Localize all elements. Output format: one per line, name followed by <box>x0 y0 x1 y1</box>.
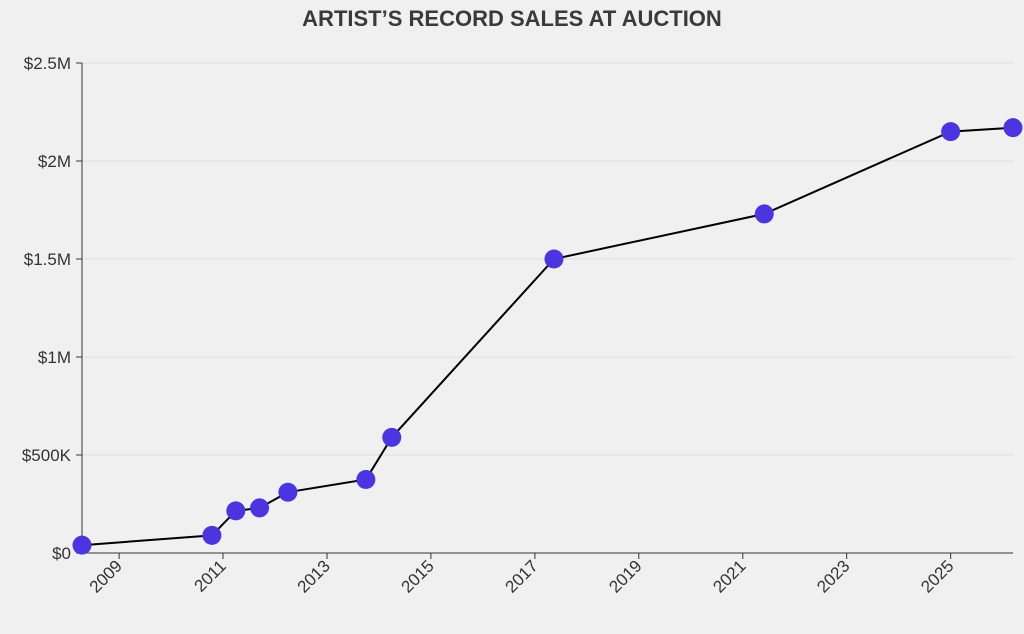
x-tick-label: 2019 <box>605 556 645 596</box>
x-tick-label: 2025 <box>917 556 957 596</box>
y-ticks: $0 $500K $1M $1.5M $2M $2.5M <box>22 54 82 563</box>
y-tick-label: $500K <box>22 446 72 465</box>
data-point[interactable] <box>72 535 92 555</box>
y-tick-label: $2.5M <box>24 54 71 73</box>
data-point[interactable] <box>941 122 961 142</box>
chart-title: ARTIST’S RECORD SALES AT AUCTION <box>302 6 722 31</box>
axes <box>81 63 1013 554</box>
series-line <box>81 126 1014 547</box>
data-point[interactable] <box>202 525 222 545</box>
data-points <box>72 118 1023 555</box>
x-tick-label: 2013 <box>294 556 334 596</box>
y-tick-label: $0 <box>52 544 71 563</box>
data-point[interactable] <box>226 501 246 521</box>
x-tick-label: 2017 <box>502 556 542 596</box>
x-tick-label: 2023 <box>813 556 853 596</box>
data-point[interactable] <box>754 204 774 224</box>
data-point[interactable] <box>250 498 270 518</box>
data-point[interactable] <box>544 249 564 269</box>
x-tick-label: 2011 <box>191 556 230 595</box>
x-ticks: 2009 2011 2013 2015 2017 2019 2021 2023 2025 <box>86 553 958 597</box>
x-tick-label: 2009 <box>86 556 126 596</box>
data-point[interactable] <box>1003 118 1023 138</box>
data-point[interactable] <box>278 482 298 502</box>
y-tick-label: $1.5M <box>24 250 71 269</box>
series <box>81 126 1014 547</box>
x-tick-label: 2015 <box>398 556 438 596</box>
data-point[interactable] <box>356 470 376 489</box>
y-tick-label: $2M <box>38 152 71 171</box>
data-point[interactable] <box>382 427 402 447</box>
x-tick-label: 2021 <box>709 556 749 596</box>
y-tick-label: $1M <box>38 348 71 367</box>
